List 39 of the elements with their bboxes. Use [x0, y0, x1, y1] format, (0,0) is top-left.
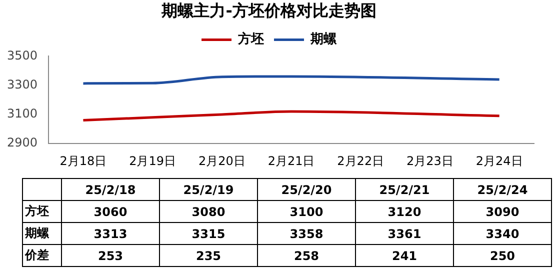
legend-label: 期螺 — [22, 222, 62, 244]
y-tick-label: 3100 — [6, 106, 38, 121]
data-label: 241 — [356, 244, 454, 266]
x-tick-label: 2月22日 — [337, 154, 384, 168]
x-tick-label: 2月18日 — [60, 154, 107, 168]
category-label: 25/2/24 — [454, 178, 552, 200]
y-tick-label: 3300 — [6, 77, 38, 92]
data-label: 3090 — [454, 200, 552, 222]
category-label: 25/2/21 — [356, 178, 454, 200]
line-series — [82, 75, 501, 85]
category-label: 25/2/20 — [258, 178, 356, 200]
data-label: 3340 — [454, 222, 552, 244]
x-tick-label: 2月24日 — [476, 154, 523, 168]
legend-label: 方坯 — [237, 31, 264, 48]
data-label: 253 — [62, 244, 160, 266]
legend-label: 价差 — [22, 244, 62, 266]
data-label: 3080 — [160, 200, 258, 222]
data-label: 3315 — [160, 222, 258, 244]
x-tick-label: 2月21日 — [268, 154, 315, 168]
chart-title: 期螺主力-方坯价格对比走势图 — [160, 0, 376, 20]
category-label: 25/2/19 — [160, 178, 258, 200]
category-label: 25/2/18 — [62, 178, 160, 200]
legend-label: 方坯 — [22, 200, 62, 222]
data-label: 235 — [160, 244, 258, 266]
data-label: 3100 — [258, 200, 356, 222]
x-tick-label: 2月19日 — [129, 154, 176, 168]
data-label: 3361 — [356, 222, 454, 244]
data-label: 3060 — [62, 200, 160, 222]
data-label: 258 — [258, 244, 356, 266]
data-label: 3313 — [62, 222, 160, 244]
data-label: 250 — [454, 244, 552, 266]
line-series — [82, 110, 501, 122]
y-tick-label: 2900 — [6, 136, 38, 150]
x-tick-label: 2月20日 — [198, 154, 246, 168]
legend-label: 期螺 — [310, 31, 338, 48]
y-tick-label: 3500 — [6, 48, 38, 62]
data-label: 3120 — [356, 200, 454, 222]
data-label: 3358 — [258, 222, 356, 244]
x-tick-label: 2月23日 — [406, 154, 454, 168]
